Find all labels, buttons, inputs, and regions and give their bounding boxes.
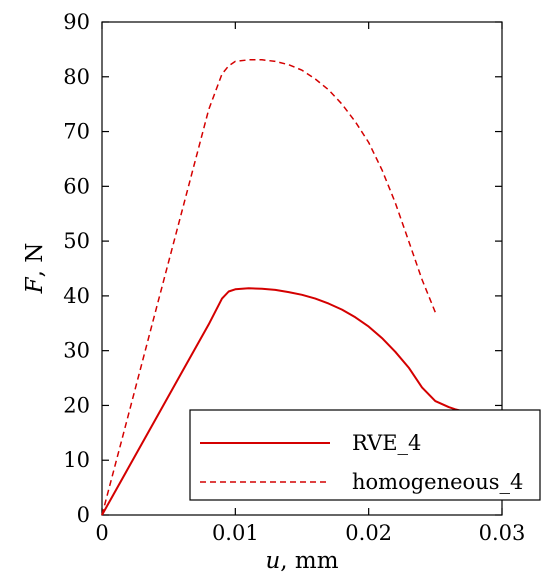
y-tick-label: 30 [63,339,90,363]
x-axis-unit: , mm [280,548,338,573]
y-tick-label: 90 [63,10,90,34]
series-layer [101,59,460,516]
series-line-homogeneous4 [101,59,436,516]
y-tick-label: 40 [63,284,90,308]
legend: RVE_4 homogeneous_4 [189,409,541,501]
y-tick-label: 80 [63,65,90,89]
x-axis-ticks: 0 0.01 0.02 0.03 [95,22,525,545]
y-tick-label: 50 [63,229,90,253]
y-tick-label: 20 [63,393,90,417]
y-tick-label: 60 [63,174,90,198]
x-tick-label: 0 [95,521,108,545]
legend-label-homogeneous4: homogeneous_4 [352,470,523,494]
plot-frame [101,21,503,516]
x-tick-label: 0.02 [345,521,392,545]
y-tick-label: 70 [63,120,90,144]
y-axis-var: F [22,276,48,294]
x-tick-label: 0.03 [479,521,526,545]
y-axis-ticks: 0 10 20 30 40 50 60 70 80 90 [63,10,502,527]
y-axis-label: F, N [22,243,48,295]
y-tick-label: 10 [63,448,90,472]
legend-label-rve4: RVE_4 [352,431,421,455]
x-tick-label: 0.01 [212,521,259,545]
x-axis-var: u [265,548,280,573]
legend-box [189,409,541,501]
y-axis-unit: , N [22,243,48,278]
series-line-rve4 [101,287,460,516]
x-axis-label: u, mm [265,548,338,573]
y-tick-label: 0 [77,503,90,527]
